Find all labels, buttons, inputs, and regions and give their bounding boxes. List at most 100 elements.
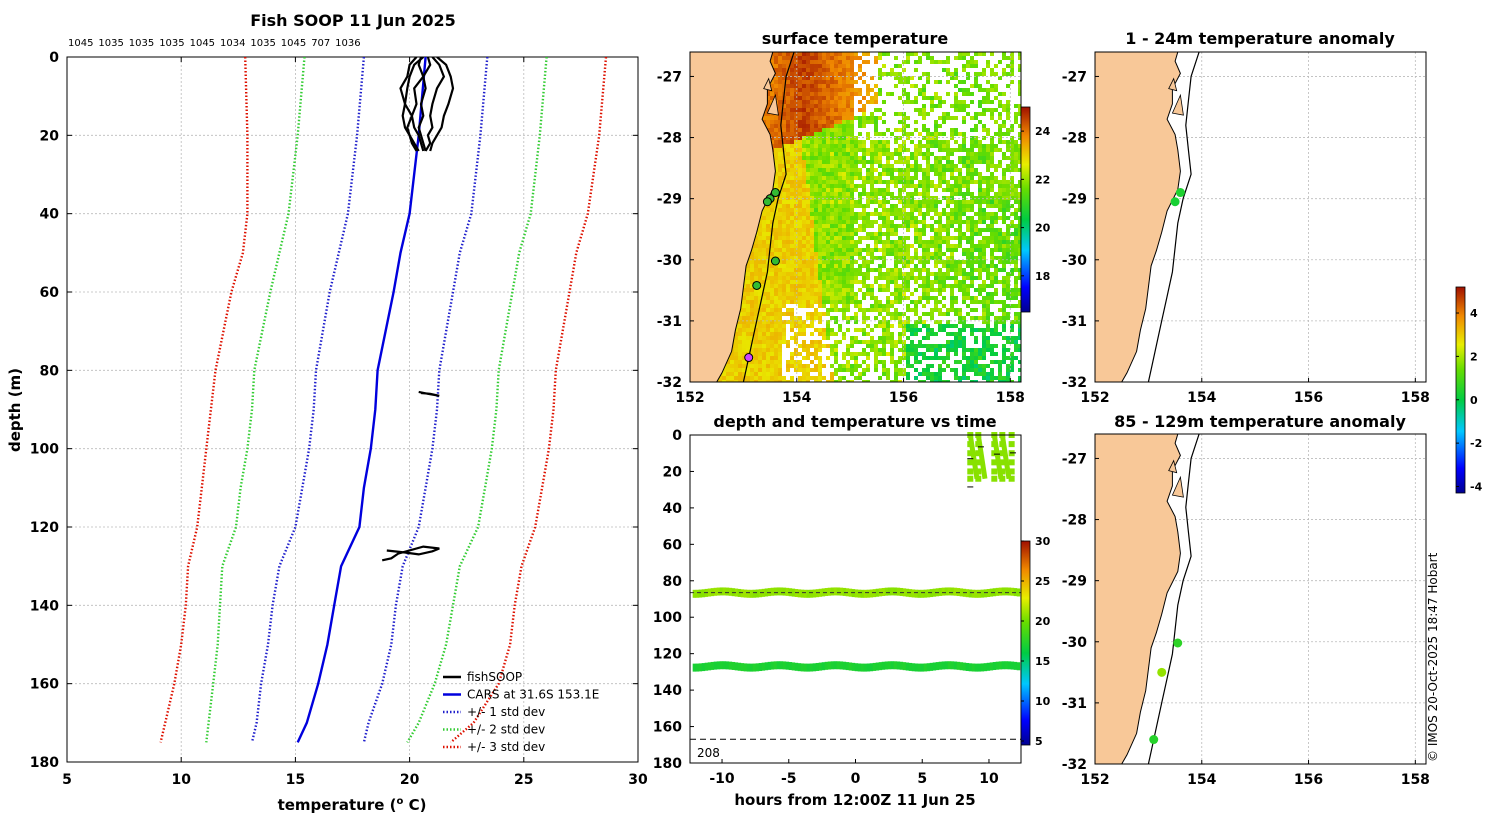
sst-cell	[910, 60, 914, 64]
sst-cell	[886, 220, 890, 224]
sst-cell	[798, 172, 802, 176]
sst-cell	[830, 264, 834, 268]
sst-cell	[798, 60, 802, 64]
sst-cell	[918, 200, 922, 204]
sst-cell	[894, 276, 898, 280]
sst-cell	[866, 100, 870, 104]
sst-cell	[786, 196, 790, 200]
sst-cell	[922, 200, 926, 204]
sst-cell	[862, 296, 866, 300]
sst-cell	[834, 72, 838, 76]
sst-cell	[870, 268, 874, 272]
sst-cell	[778, 108, 782, 112]
sst-cell	[902, 84, 906, 88]
sst-cell	[882, 292, 886, 296]
sst-cell	[782, 248, 786, 252]
sst-cell	[758, 316, 762, 320]
sst-cell	[790, 188, 794, 192]
sst-cell	[826, 224, 830, 228]
sst-cell	[922, 120, 926, 124]
sst-cell	[910, 192, 914, 196]
sst-cell	[874, 224, 878, 228]
sst-cell	[890, 268, 894, 272]
sst-cell	[762, 340, 766, 344]
sst-cell	[746, 340, 750, 344]
sst-cell	[798, 104, 802, 108]
sst-cell	[922, 196, 926, 200]
sst-cell	[802, 268, 806, 272]
sst-cell	[814, 292, 818, 296]
sst-cell	[830, 172, 834, 176]
sst-cell	[742, 312, 746, 316]
sst-cell	[898, 176, 902, 180]
sst-cell	[914, 220, 918, 224]
sst-cell	[806, 296, 810, 300]
sst-cell	[798, 208, 802, 212]
sst-cell	[858, 252, 862, 256]
sst-cell	[794, 280, 798, 284]
sst-cell	[886, 52, 890, 56]
sst-cell	[794, 88, 798, 92]
sst-cell	[850, 164, 854, 168]
sst-cell	[870, 288, 874, 292]
sst-cell	[830, 200, 834, 204]
sst-cell	[826, 200, 830, 204]
sst-cell	[754, 264, 758, 268]
sst-cell	[842, 132, 846, 136]
sst-cell	[922, 180, 926, 184]
sst-cell	[794, 208, 798, 212]
sst-cell	[870, 116, 874, 120]
sst-cell	[890, 316, 894, 320]
sst-cell	[814, 112, 818, 116]
sst-cell	[858, 136, 862, 140]
sst-cell	[858, 248, 862, 252]
sst-cell	[910, 212, 914, 216]
sst-cell	[906, 136, 910, 140]
sst-cell	[798, 96, 802, 100]
sst-cell	[794, 216, 798, 220]
sst-cell	[866, 332, 870, 336]
sst-cell	[810, 280, 814, 284]
sst-cell	[878, 268, 882, 272]
sst-cell	[742, 364, 746, 368]
sst-cell	[750, 304, 754, 308]
sst-cell	[738, 364, 742, 368]
y-tick-label: 60	[40, 285, 60, 301]
sst-cell	[818, 252, 822, 256]
sst-cell	[822, 288, 826, 292]
sst-cell	[826, 72, 830, 76]
sst-cell	[914, 52, 918, 56]
sst-cell	[862, 100, 866, 104]
sst-cell	[886, 56, 890, 60]
sst-cell	[782, 128, 786, 132]
sst-cell	[814, 376, 818, 380]
sst-cell	[918, 352, 922, 356]
sst-cell	[786, 308, 790, 312]
sst-cell	[798, 188, 802, 192]
sst-cell	[862, 196, 866, 200]
sst-cell	[774, 56, 778, 60]
cast-id-label: 1036	[335, 38, 360, 49]
sst-cell	[822, 368, 826, 372]
sst-cell	[782, 132, 786, 136]
sst-cell	[894, 352, 898, 356]
sst-cell	[798, 192, 802, 196]
sst-cell	[890, 224, 894, 228]
sst-cell	[854, 252, 858, 256]
sst-cell	[838, 244, 842, 248]
sst-cell	[866, 68, 870, 72]
sst-cell	[910, 340, 914, 344]
sst-cell	[906, 172, 910, 176]
sst-cell	[814, 64, 818, 68]
sst-cell	[822, 356, 826, 360]
sst-cell	[874, 368, 878, 372]
sst-cell	[914, 364, 918, 368]
sst-cell	[906, 148, 910, 152]
sst-cell	[782, 208, 786, 212]
sst-cell	[854, 228, 858, 232]
sst-cell	[890, 308, 894, 312]
sst-cell	[866, 300, 870, 304]
sst-cell	[778, 168, 782, 172]
sst-cell	[822, 216, 826, 220]
sst-cell	[878, 272, 882, 276]
